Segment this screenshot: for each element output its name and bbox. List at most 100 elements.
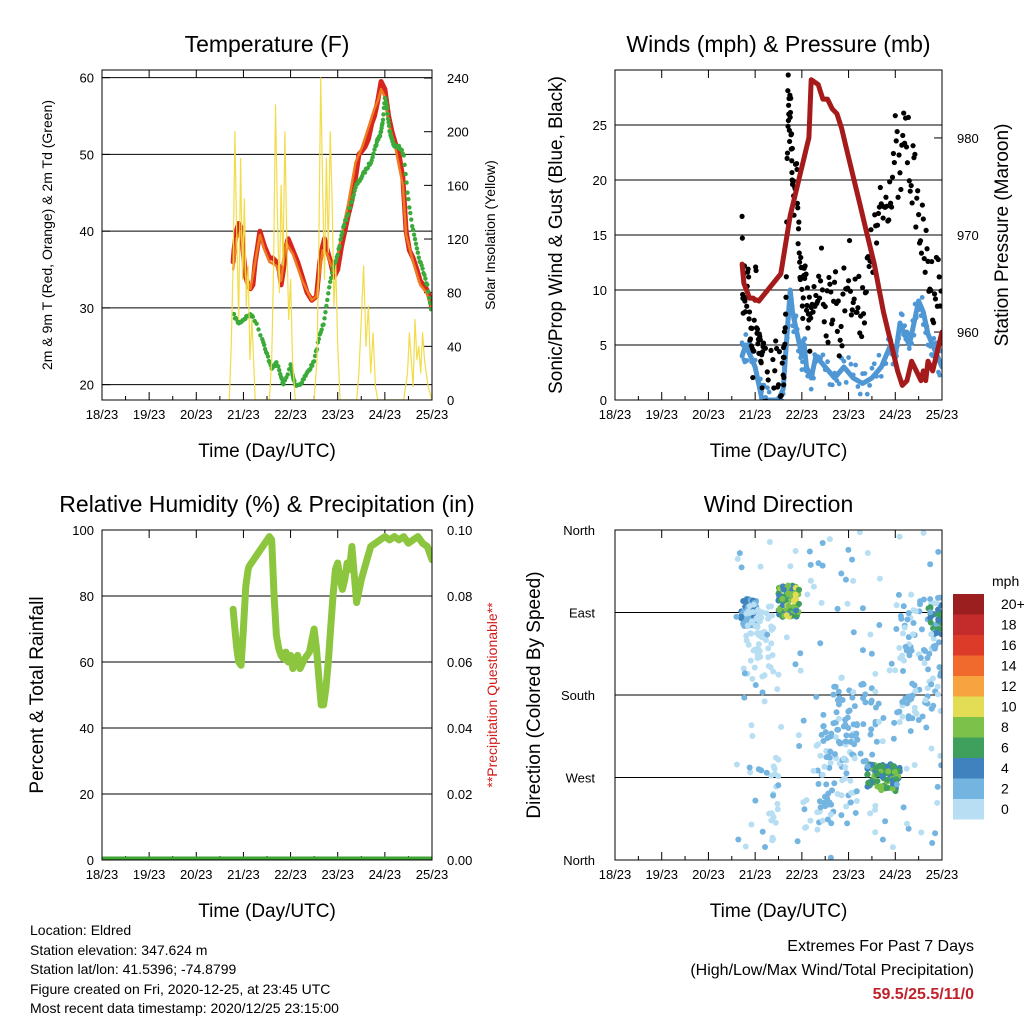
direction-point (820, 723, 827, 730)
series-2m-td-point (345, 211, 351, 217)
series-2m-td-point (340, 230, 345, 235)
direction-point (827, 759, 834, 766)
direction-point (796, 600, 803, 607)
series-gust-point (907, 188, 913, 194)
created-text: Figure created on Fri, 2020-12-25, at 23… (30, 980, 331, 997)
legend-label: 0 (1001, 801, 1009, 817)
series-wind-point (779, 398, 785, 400)
series-wind-point (744, 358, 750, 363)
series-wind-point (905, 331, 911, 337)
y2-tick-label: 980 (957, 131, 979, 146)
series-gust-point (891, 159, 897, 166)
direction-point (770, 763, 777, 770)
series-wind-point (917, 306, 923, 311)
series-wind-point (902, 323, 908, 329)
series-2m-td-point (385, 111, 390, 116)
direction-point (738, 613, 745, 620)
direction-point (822, 803, 829, 810)
series-2m-td-point (405, 190, 410, 195)
x-tick-label: 20/23 (692, 407, 725, 422)
legend-swatch (953, 758, 984, 779)
series-gust-point (800, 295, 806, 301)
series-wind-point (743, 332, 749, 337)
direction-point (840, 723, 847, 730)
plot-area (102, 533, 432, 860)
series-wind-point (869, 365, 875, 371)
direction-point (757, 563, 764, 570)
direction-point (927, 609, 934, 616)
series-wind-point (829, 382, 835, 388)
direction-point (783, 612, 790, 619)
direction-point (818, 599, 825, 606)
x-tick-label: 19/23 (133, 407, 166, 422)
direction-point (827, 733, 834, 740)
series-gust-point (909, 200, 915, 206)
y-tick-label: 0 (600, 393, 607, 408)
direction-point (749, 675, 756, 682)
direction-point (842, 764, 849, 771)
series-gust-point (854, 309, 860, 315)
series-2m-td-point (344, 217, 349, 223)
direction-point (750, 647, 757, 654)
legend-label: 16 (1001, 637, 1017, 653)
series-wind-point (756, 380, 762, 386)
y-tick-label: 20 (80, 787, 94, 802)
series-2m-td-point (410, 227, 416, 232)
series-gust-point (799, 303, 805, 309)
direction-point (868, 650, 875, 657)
series-2m-td-point (386, 119, 391, 125)
direction-point (741, 694, 748, 701)
plot-area (733, 530, 942, 860)
y2-axis-label: **Precipitation Questionable** (484, 602, 500, 788)
direction-point (740, 598, 747, 605)
series-2m-td-point (426, 289, 431, 294)
series-2m-td-point (327, 285, 332, 290)
direction-point (796, 743, 803, 750)
direction-point (829, 787, 836, 794)
direction-point (752, 797, 759, 804)
y-tick-label: 40 (80, 721, 94, 736)
direction-point (743, 610, 750, 617)
direction-point (783, 634, 790, 641)
series-gust-point (816, 273, 822, 279)
direction-point (776, 606, 783, 613)
extremes-subtitle: (High/Low/Max Wind/Total Precipitation) (690, 962, 974, 979)
series-2m-td-point (337, 243, 342, 249)
direction-point (821, 763, 828, 770)
series-2m-td-point (406, 196, 411, 202)
direction-point (910, 619, 917, 626)
direction-point (899, 699, 906, 706)
series-wind-point (752, 357, 758, 363)
direction-point (761, 698, 768, 705)
series-wind-point (813, 359, 819, 364)
y-tick-label: 5 (600, 338, 607, 353)
direction-point (937, 707, 942, 714)
direction-point (859, 605, 866, 612)
direction-point (841, 775, 848, 782)
series-gust-point (888, 204, 895, 210)
series-wind-point (909, 340, 915, 346)
direction-point (780, 586, 787, 593)
direction-point (736, 550, 743, 557)
series-2m-td-point (384, 100, 389, 105)
series-9m-t-line (231, 87, 432, 310)
y2-tick-label: 0 (447, 393, 454, 408)
legend-swatch (953, 594, 984, 615)
series-gust-point (821, 319, 827, 325)
direction-point (843, 803, 850, 810)
series-gust-point (928, 287, 934, 293)
x-tick-label: 25/23 (416, 867, 449, 882)
y2-tick-label: 120 (447, 232, 469, 247)
x-axis-label: Time (Day/UTC) (710, 441, 848, 462)
direction-point (754, 651, 761, 658)
direction-point (823, 754, 830, 761)
series-gust-point (831, 279, 838, 285)
direction-point (743, 632, 750, 639)
series-wind-point (897, 323, 903, 329)
x-tick-label: 18/23 (599, 867, 632, 882)
series-2m-td-point (428, 306, 432, 312)
series-gust-point (874, 222, 881, 228)
direction-point (852, 809, 859, 816)
y-tick-label: 25 (593, 118, 607, 133)
series-gust-point (755, 341, 761, 347)
